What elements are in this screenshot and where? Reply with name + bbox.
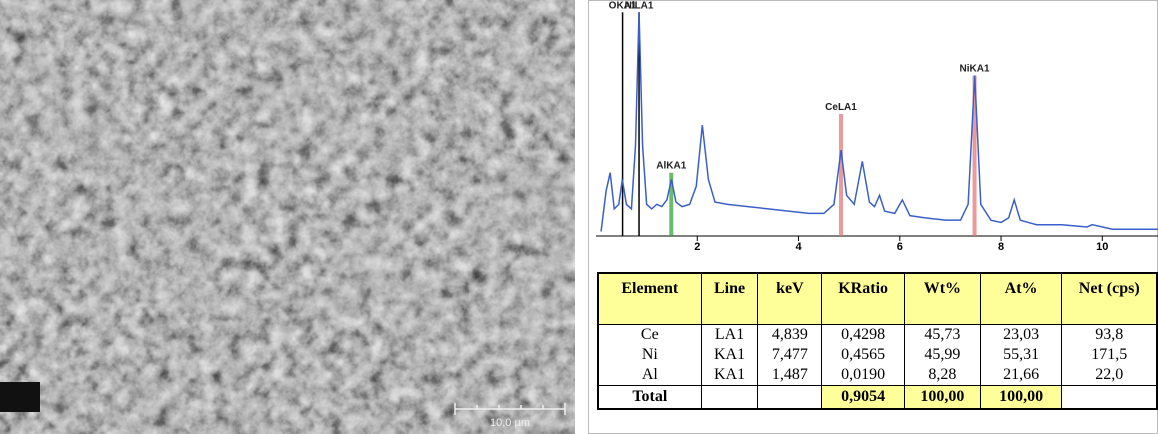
scale-bar: [454, 403, 566, 415]
table-cell: 4,839: [757, 324, 823, 345]
table-cell: Total: [597, 385, 702, 410]
peak-label: CeLA1: [825, 102, 857, 113]
table-cell: At%: [979, 272, 1063, 325]
table-cell: 0,0190: [821, 365, 905, 386]
table-cell: 23,03: [979, 324, 1063, 345]
x-tick-label: 4: [795, 241, 802, 253]
spectrum-line: [600, 12, 1158, 232]
table-cell: 21,66: [979, 365, 1063, 386]
table-cell: keV: [757, 272, 823, 325]
table-row: Ni KA1 7,477 0,4565 45,99 55,31 171,5: [597, 345, 1158, 365]
x-tick-label: 8: [998, 241, 1004, 253]
table-cell: 1,487: [757, 365, 823, 386]
table-row: Total 0,9054 100,00 100,00: [597, 385, 1158, 410]
table-row: Al KA1 1,487 0,0190 8,28 21,66 22,0: [597, 365, 1158, 386]
table-cell: 171,5: [1061, 345, 1158, 365]
table-cell: 0,4565: [821, 345, 905, 365]
table-cell: 22,0: [1061, 365, 1158, 386]
table-cell: 0,4298: [821, 324, 905, 345]
table-cell: KRatio: [821, 272, 905, 325]
table-row: Element Line keV KRatio Wt% At% Net (cps): [597, 272, 1158, 325]
table-cell: Element: [597, 272, 702, 325]
peak-label: AlKA1: [656, 161, 686, 172]
table-cell: 93,8: [1061, 324, 1158, 345]
table-cell: LA1: [700, 324, 759, 345]
table-cell: 100,00: [979, 385, 1063, 410]
table-cell: KA1: [700, 365, 759, 386]
sem-image: 10,0 µm: [0, 0, 575, 434]
table-cell: Net (cps): [1061, 272, 1158, 325]
table-cell: 7,477: [757, 345, 823, 365]
x-tick-label: 2: [694, 241, 700, 253]
sem-dark-region: [0, 382, 40, 412]
scale-bar-label: 10,0 µm: [490, 417, 530, 429]
table-cell: KA1: [700, 345, 759, 365]
table-row: Ce LA1 4,839 0,4298 45,73 23,03 93,8: [597, 324, 1158, 345]
table-cell: [700, 385, 759, 410]
table-cell: Wt%: [904, 272, 981, 325]
table-cell: 55,31: [979, 345, 1063, 365]
peak-label: OKA1: [609, 0, 637, 11]
table-cell: Ce: [597, 324, 702, 345]
table-cell: 45,99: [904, 345, 981, 365]
table-cell: 100,00: [904, 385, 981, 410]
peak-label: NiLA1: [625, 0, 654, 11]
x-tick-label: 10: [1096, 241, 1108, 253]
sem-grains: [0, 0, 575, 434]
table-cell: Line: [700, 272, 759, 325]
results-table: Element Line keV KRatio Wt% At% Net (cps) Ce LA1…: [597, 272, 1158, 410]
table-cell: [757, 385, 823, 410]
table-cell: 45,73: [904, 324, 981, 345]
table-cell: 8,28: [904, 365, 981, 386]
table-cell: [1061, 385, 1158, 410]
table-cell: Al: [597, 365, 702, 386]
table-cell: 0,9054: [821, 385, 905, 410]
peak-label: NiKA1: [960, 64, 990, 75]
table-cell: Ni: [597, 345, 702, 365]
x-tick-label: 6: [897, 241, 903, 253]
